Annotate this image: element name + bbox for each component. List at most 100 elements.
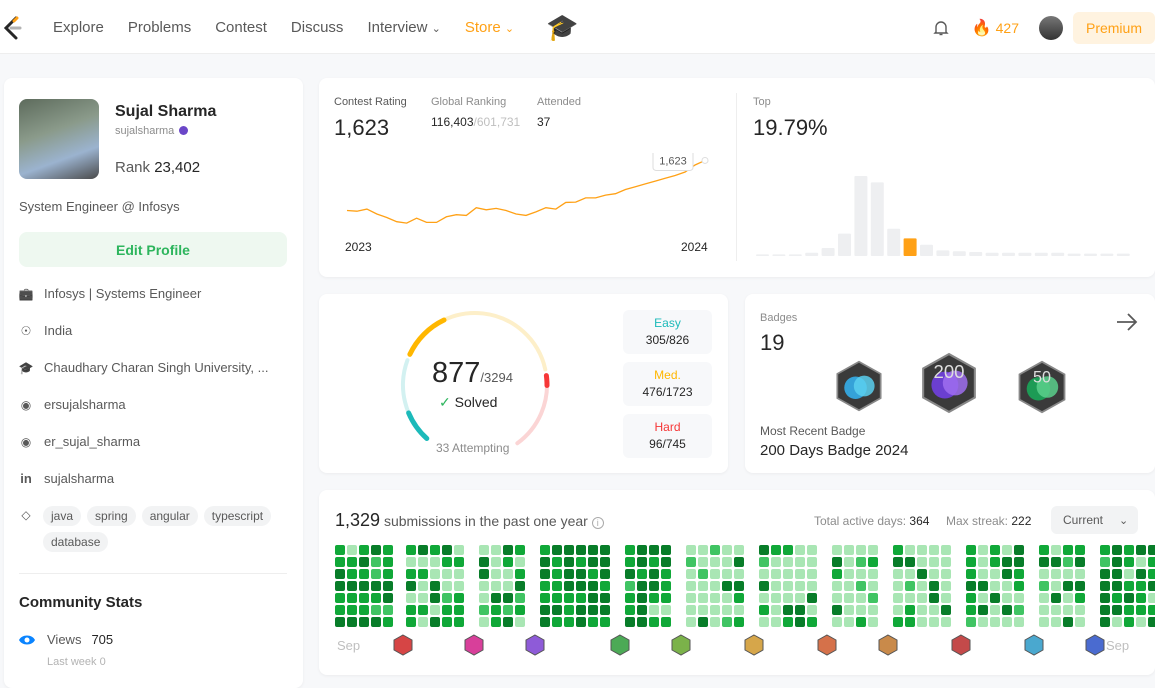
heatmap-cell[interactable]	[686, 545, 696, 555]
heatmap-cell[interactable]	[454, 545, 464, 555]
heatmap-cell[interactable]	[600, 569, 610, 579]
heatmap-cell[interactable]	[1136, 617, 1146, 627]
heatmap-cell[interactable]	[430, 605, 440, 615]
heatmap-cell[interactable]	[722, 557, 732, 567]
heatmap-cell[interactable]	[661, 581, 671, 591]
heatmap-cell[interactable]	[990, 569, 1000, 579]
heatmap-cell[interactable]	[442, 617, 452, 627]
heatmap-cell[interactable]	[479, 581, 489, 591]
heatmap-cell[interactable]	[383, 557, 393, 567]
heatmap-cell[interactable]	[941, 593, 951, 603]
heatmap-cell[interactable]	[978, 593, 988, 603]
heatmap-cell[interactable]	[734, 581, 744, 591]
heatmap-cell[interactable]	[1136, 545, 1146, 555]
heatmap-cell[interactable]	[479, 569, 489, 579]
heatmap-cell[interactable]	[637, 545, 647, 555]
heatmap-cell[interactable]	[1075, 557, 1085, 567]
heatmap-cell[interactable]	[759, 569, 769, 579]
heatmap-cell[interactable]	[1100, 581, 1110, 591]
heatmap-cell[interactable]	[1112, 605, 1122, 615]
heatmap-cell[interactable]	[978, 581, 988, 591]
heatmap-cell[interactable]	[832, 545, 842, 555]
heatmap-cell[interactable]	[893, 545, 903, 555]
heatmap-cell[interactable]	[941, 569, 951, 579]
heatmap-cell[interactable]	[1002, 545, 1012, 555]
heatmap-cell[interactable]	[832, 557, 842, 567]
heatmap-cell[interactable]	[430, 581, 440, 591]
heatmap-cell[interactable]	[783, 545, 793, 555]
heatmap-cell[interactable]	[807, 581, 817, 591]
nav-discuss[interactable]: Discuss	[290, 18, 344, 36]
heatmap-cell[interactable]	[905, 593, 915, 603]
heatmap-cell[interactable]	[637, 617, 647, 627]
difficulty-easy[interactable]: Easy 305/826	[623, 310, 712, 354]
heatmap-cell[interactable]	[552, 617, 562, 627]
heatmap-cell[interactable]	[868, 605, 878, 615]
heatmap-cell[interactable]	[1075, 617, 1085, 627]
heatmap-cell[interactable]	[771, 581, 781, 591]
heatmap-cell[interactable]	[479, 545, 489, 555]
heatmap-cell[interactable]	[795, 557, 805, 567]
heatmap-cell[interactable]	[625, 593, 635, 603]
50-days-badge-icon[interactable]: 50	[1015, 360, 1069, 414]
heatmap-cell[interactable]	[515, 557, 525, 567]
heatmap-cell[interactable]	[844, 605, 854, 615]
heatmap-cell[interactable]	[978, 617, 988, 627]
monthly-badge-icon[interactable]	[393, 634, 413, 656]
year-select[interactable]: Current ⌄	[1051, 506, 1138, 534]
heatmap-cell[interactable]	[686, 569, 696, 579]
heatmap-cell[interactable]	[759, 593, 769, 603]
heatmap-cell[interactable]	[347, 617, 357, 627]
monthly-badge-icon[interactable]	[744, 634, 764, 656]
heatmap-cell[interactable]	[844, 545, 854, 555]
rating-distribution-histogram[interactable]	[756, 173, 1136, 258]
heatmap-cell[interactable]	[710, 593, 720, 603]
heatmap-cell[interactable]	[759, 557, 769, 567]
heatmap-cell[interactable]	[710, 617, 720, 627]
heatmap-cell[interactable]	[1112, 545, 1122, 555]
heatmap-cell[interactable]	[807, 557, 817, 567]
heatmap-cell[interactable]	[966, 593, 976, 603]
heatmap-cell[interactable]	[564, 569, 574, 579]
heatmap-cell[interactable]	[832, 605, 842, 615]
heatmap-cell[interactable]	[832, 617, 842, 627]
heatmap-cell[interactable]	[795, 569, 805, 579]
heatmap-cell[interactable]	[978, 545, 988, 555]
heatmap-cell[interactable]	[1124, 557, 1134, 567]
heatmap-cell[interactable]	[625, 569, 635, 579]
heatmap-cell[interactable]	[734, 617, 744, 627]
heatmap-cell[interactable]	[347, 569, 357, 579]
heatmap-cell[interactable]	[1075, 605, 1085, 615]
monthly-badge-icon[interactable]	[878, 634, 898, 656]
heatmap-cell[interactable]	[1063, 617, 1073, 627]
heatmap-cell[interactable]	[359, 581, 369, 591]
skill-tag[interactable]: java	[43, 506, 82, 526]
heatmap-cell[interactable]	[576, 545, 586, 555]
heatmap-cell[interactable]	[1063, 557, 1073, 567]
heatmap-cell[interactable]	[418, 593, 428, 603]
profile-info-item[interactable]: ◉ ersujalsharma	[19, 397, 126, 412]
heatmap-cell[interactable]	[649, 545, 659, 555]
heatmap-cell[interactable]	[588, 617, 598, 627]
heatmap-cell[interactable]	[335, 617, 345, 627]
heatmap-cell[interactable]	[1100, 617, 1110, 627]
monthly-badge-icon[interactable]	[464, 634, 484, 656]
heatmap-cell[interactable]	[1124, 605, 1134, 615]
heatmap-cell[interactable]	[698, 617, 708, 627]
heatmap-cell[interactable]	[1075, 545, 1085, 555]
heatmap-cell[interactable]	[929, 545, 939, 555]
heatmap-cell[interactable]	[515, 617, 525, 627]
heatmap-cell[interactable]	[383, 545, 393, 555]
heatmap-cell[interactable]	[335, 557, 345, 567]
heatmap-cell[interactable]	[893, 593, 903, 603]
heatmap-cell[interactable]	[795, 545, 805, 555]
heatmap-cell[interactable]	[1136, 557, 1146, 567]
heatmap-cell[interactable]	[868, 545, 878, 555]
heatmap-cell[interactable]	[856, 569, 866, 579]
heatmap-cell[interactable]	[905, 581, 915, 591]
heatmap-cell[interactable]	[406, 581, 416, 591]
heatmap-cell[interactable]	[710, 605, 720, 615]
heatmap-cell[interactable]	[1051, 581, 1061, 591]
heatmap-cell[interactable]	[686, 581, 696, 591]
heatmap-cell[interactable]	[966, 581, 976, 591]
